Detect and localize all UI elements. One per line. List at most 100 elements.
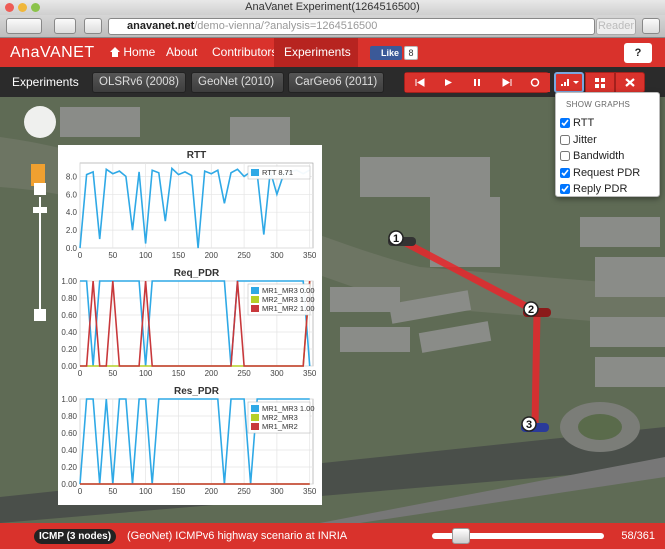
- like-button[interactable]: Like: [370, 46, 402, 60]
- legend-swatch: [251, 423, 259, 430]
- legend-label: MR2_MR3: [262, 413, 298, 422]
- nav-experiments[interactable]: Experiments: [274, 38, 358, 67]
- nav-item[interactable]: Contributors: [212, 38, 277, 67]
- close-graphs-button[interactable]: [615, 72, 645, 93]
- scenario: (GeoNet) ICMPv6 highway scenario at INRI…: [127, 523, 347, 549]
- x-tick-label: 100: [139, 369, 153, 378]
- checkbox[interactable]: [560, 118, 570, 128]
- nav-item[interactable]: About: [166, 38, 197, 67]
- navbar: AnaVANET Home About Contributors Experim…: [0, 38, 665, 67]
- url-field[interactable]: anavanet.net/demo-vienna/?analysis=12645…: [108, 18, 595, 35]
- x-tick-label: 350: [303, 487, 317, 496]
- zoom-out[interactable]: [34, 309, 46, 321]
- pegman[interactable]: [31, 164, 45, 186]
- nav-home[interactable]: Home: [110, 38, 170, 67]
- new-tab-button[interactable]: [84, 18, 102, 34]
- y-tick-label: 0.40: [61, 446, 77, 455]
- layout-button[interactable]: [585, 72, 615, 93]
- x-tick-label: 300: [270, 487, 284, 496]
- legend-swatch: [251, 169, 259, 176]
- reload-button[interactable]: [521, 73, 550, 92]
- x-tick-label: 200: [205, 369, 219, 378]
- playback-controls: [404, 72, 549, 93]
- url-host: anavanet.net: [127, 20, 194, 32]
- graphs-menu: SHOW GRAPHS RTTJitterBandwidthRequest PD…: [555, 92, 660, 197]
- zoom-thumb[interactable]: [33, 207, 47, 213]
- y-tick-label: 0.60: [61, 429, 77, 438]
- x-tick-label: 0: [78, 369, 83, 378]
- legend-swatch: [251, 296, 259, 303]
- zoom-in[interactable]: [34, 183, 46, 195]
- y-tick-label: 0.20: [61, 463, 77, 472]
- x-tick-label: 350: [303, 369, 317, 378]
- y-tick-label: 0.20: [61, 345, 77, 354]
- select-text: GeoNet (2010): [198, 76, 274, 88]
- checkbox[interactable]: [560, 151, 570, 161]
- y-tick-label: 0.40: [61, 328, 77, 337]
- x-tick-label: 250: [237, 369, 251, 378]
- brand[interactable]: AnaVANET: [10, 38, 95, 67]
- x-tick-label: 100: [139, 487, 153, 496]
- checkbox[interactable]: [560, 135, 570, 145]
- y-tick-label: 4.0: [66, 208, 78, 217]
- select[interactable]: GeoNet (2010): [191, 72, 284, 93]
- legend-label: MR1_MR2 1.00: [262, 304, 315, 313]
- badge[interactable]: ICMP (3 nodes): [34, 529, 116, 544]
- legend-label: MR1_MR3 1.00: [262, 404, 315, 413]
- x-tick-label: 150: [172, 251, 186, 260]
- select[interactable]: OLSRv6 (2008): [92, 72, 186, 93]
- node-label: 1: [393, 233, 399, 245]
- select-text: CarGeo6 (2011): [295, 76, 377, 88]
- chart-title: RTT: [187, 150, 206, 161]
- y-tick-label: 6.0: [66, 190, 78, 199]
- reader-button[interactable]: Reader: [596, 18, 636, 35]
- checkbox[interactable]: [560, 168, 570, 178]
- chart-title: Res_PDR: [174, 386, 220, 397]
- menu-item[interactable]: Reply PDR: [560, 181, 627, 197]
- close-button[interactable]: [5, 3, 14, 12]
- x-tick-label: 200: [205, 487, 219, 496]
- select[interactable]: CarGeo6 (2011): [288, 72, 384, 93]
- legend-swatch: [251, 405, 259, 412]
- checkbox[interactable]: [560, 184, 570, 194]
- y-tick-label: 1.00: [61, 395, 77, 404]
- x-tick-label: 250: [237, 251, 251, 260]
- share-button[interactable]: [54, 18, 76, 34]
- menu-item[interactable]: Jitter: [560, 132, 597, 148]
- close-icon: [616, 73, 644, 92]
- playback-icons: [405, 73, 550, 92]
- x-tick-label: 50: [108, 251, 117, 260]
- x-tick-label: 0: [78, 251, 83, 260]
- y-tick-label: 0.0: [66, 244, 78, 253]
- menu-label: RTT: [573, 115, 594, 131]
- chart-title: Req_PDR: [174, 268, 220, 279]
- position: 58/361: [621, 523, 655, 549]
- page: AnaVanet Experiment(1264516500) anavanet…: [0, 0, 665, 549]
- pause-button[interactable]: [463, 73, 492, 92]
- pan-control[interactable]: [24, 106, 56, 138]
- menu-label: Bandwidth: [573, 148, 624, 164]
- window-title: AnaVanet Experiment(1264516500): [245, 1, 420, 13]
- slider-thumb[interactable]: [452, 528, 470, 544]
- back-forward[interactable]: [6, 18, 42, 34]
- minimize-button[interactable]: [18, 3, 27, 12]
- y-tick-label: 0.80: [61, 412, 77, 421]
- grid-icon: [586, 73, 614, 92]
- select-text: OLSRv6 (2008): [99, 76, 179, 88]
- like-count: 8: [404, 46, 418, 60]
- downloads-button[interactable]: [642, 18, 660, 34]
- legend-label: MR1_MR3 0.00: [262, 286, 315, 295]
- x-tick-label: 50: [108, 369, 117, 378]
- zoom-button[interactable]: [31, 3, 40, 12]
- menu-item[interactable]: Request PDR: [560, 165, 640, 181]
- nav-item: Home: [123, 45, 155, 59]
- help-button[interactable]: ?: [624, 43, 652, 63]
- url-row: anavanet.net/demo-vienna/?analysis=12645…: [0, 15, 665, 38]
- x-tick-label: 300: [270, 251, 284, 260]
- menu-item[interactable]: RTT: [560, 115, 594, 131]
- menu-item[interactable]: Bandwidth: [560, 148, 624, 164]
- legend-swatch: [251, 414, 259, 421]
- graphs-button[interactable]: [554, 72, 584, 93]
- home-icon: [110, 47, 120, 57]
